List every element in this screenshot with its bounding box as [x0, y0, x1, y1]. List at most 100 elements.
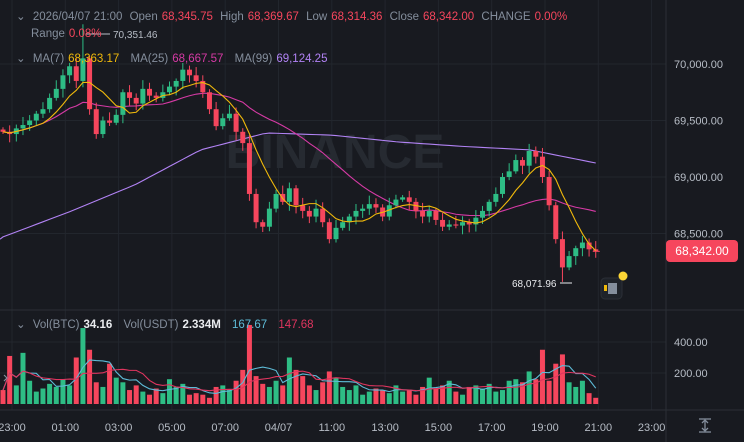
candle-body [147, 88, 153, 96]
candle-body [546, 177, 552, 206]
time-tick-label: 03:00 [105, 422, 133, 434]
time-tick-label: 04/07 [265, 422, 293, 434]
volume-bar [293, 369, 299, 404]
collapse-volume-arrow-icon[interactable] [3, 374, 8, 382]
candle-body [480, 210, 486, 218]
candle-body [193, 75, 199, 81]
volume-bar [533, 379, 539, 404]
candle-body [93, 109, 99, 135]
time-tick-label: 13:00 [371, 422, 399, 434]
volume-bar [426, 377, 432, 404]
volume-bar [40, 388, 46, 404]
time-tick-label: 15:00 [425, 422, 453, 434]
collapse-icon[interactable]: ⌄ [16, 11, 26, 23]
candle-body [566, 256, 572, 268]
volume-bar [433, 388, 439, 404]
volume-bar [7, 355, 13, 404]
candle-body [400, 197, 406, 200]
candles [0, 24, 600, 282]
candle-body [153, 95, 159, 98]
volume-bar [240, 369, 246, 404]
axis-scale-icon[interactable] [699, 418, 711, 433]
high-marker-label: 70,351.46 [113, 30, 158, 41]
volume-bar [353, 385, 359, 404]
watermark: BINANCE [226, 126, 445, 179]
volume-bar [513, 379, 519, 404]
volume-bar [320, 382, 326, 404]
ma99-value: 69,124.25 [276, 53, 328, 65]
volume-bar [326, 371, 332, 404]
candle-body [167, 86, 172, 93]
time-tick-label: 01:00 [52, 422, 80, 434]
volume-bar [253, 376, 259, 404]
candle-body [420, 210, 426, 217]
collapse-ma-icon[interactable]: ⌄ [16, 53, 26, 65]
volume-bar [380, 390, 386, 404]
candle-body [340, 222, 346, 228]
candle-body [446, 224, 452, 227]
volume-bar [260, 383, 266, 404]
ma7-value: 68,363.17 [68, 53, 120, 65]
price-tick-label: 70,000.00 [674, 59, 723, 71]
candle-body [306, 210, 312, 217]
volume-bar [393, 385, 399, 404]
candle-body [67, 66, 73, 76]
volume-bar [127, 390, 133, 404]
candle-body [586, 242, 592, 250]
volume-bar [147, 394, 153, 404]
candle-body [113, 114, 119, 123]
price-tick-label: 69,500.00 [674, 116, 723, 128]
volume-bar [500, 390, 505, 404]
candle-body [313, 208, 319, 217]
price-tick-label: 68,500.00 [674, 229, 723, 241]
vol-usdt-label: Vol(USDT) [123, 319, 179, 331]
volume-bar [200, 394, 206, 404]
candle-body [140, 88, 146, 104]
candle-body [226, 113, 232, 119]
candle-body [107, 120, 113, 123]
volume-bar [233, 380, 239, 404]
candle-body [253, 193, 259, 223]
change-label: CHANGE [481, 11, 531, 23]
ma7-path [2, 81, 597, 251]
volume-bar [266, 386, 272, 404]
candle-body [333, 227, 339, 240]
volume-bar [206, 397, 212, 404]
low-marker-label: 68,071.96 [512, 279, 557, 290]
volume-bar [186, 394, 192, 404]
ma-legend: ⌄ MA(7) 68,363.17 MA(25) 68,667.57 MA(99) 6… [16, 52, 331, 66]
candle-body [173, 80, 179, 87]
volume-ma-lines [2, 359, 597, 395]
volume-bar [33, 391, 39, 404]
volume-bar [539, 349, 545, 404]
candle-body [373, 204, 379, 208]
candle-body [453, 224, 459, 226]
candle-body [120, 92, 126, 115]
volume-bar [593, 397, 599, 404]
candle-body [47, 97, 53, 110]
volume-bar [386, 393, 392, 404]
candle-body [413, 201, 419, 211]
candle-body [440, 219, 446, 227]
low-value: 68,314.36 [331, 11, 383, 23]
price-tick-label: 69,000.00 [674, 172, 723, 184]
vol-btc-value: 34.16 [83, 319, 113, 331]
time-tick-label: 17:00 [478, 422, 506, 434]
volume-ma2-path [2, 368, 596, 392]
volume-bar [280, 385, 286, 404]
news-icon[interactable] [600, 271, 628, 300]
candle-body [60, 75, 66, 89]
time-tick-label: 23:00 [0, 422, 26, 434]
volume-bar [53, 386, 59, 404]
ma25-value: 68,667.57 [172, 53, 224, 65]
candle-body [486, 201, 492, 211]
open-label: Open [129, 11, 158, 23]
candle-body [293, 188, 299, 206]
volume-bar [586, 393, 592, 404]
volume-bar [160, 393, 166, 404]
volume-bar [73, 357, 79, 404]
range-value: 0.08% [68, 28, 102, 40]
volume-bar [519, 382, 525, 404]
collapse-vol-icon[interactable]: ⌄ [16, 319, 26, 331]
